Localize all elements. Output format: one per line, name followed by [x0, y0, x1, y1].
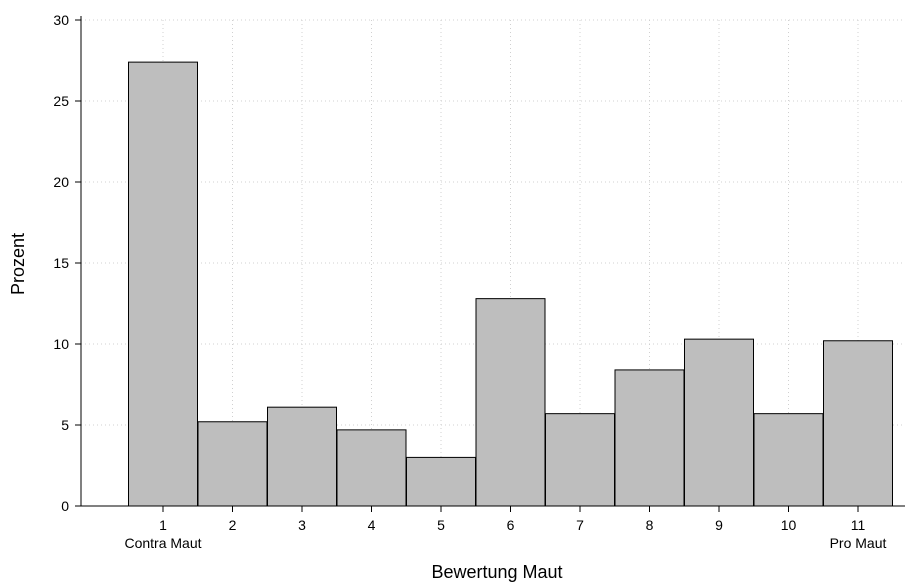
y-tick-label: 30 — [53, 12, 69, 28]
y-tick-label: 20 — [53, 174, 69, 190]
x-tick-label: 1 — [159, 517, 167, 533]
y-tick-label: 0 — [61, 498, 69, 514]
y-tick-label: 5 — [61, 417, 69, 433]
x-tick-sublabel: Contra Maut — [124, 535, 201, 551]
axes — [80, 16, 905, 507]
y-tick-label: 10 — [53, 336, 69, 352]
bar-5 — [406, 456, 476, 507]
x-tick-label: 5 — [437, 517, 445, 533]
bar-3 — [267, 406, 337, 507]
x-tick-label: 8 — [646, 517, 654, 533]
bar-4 — [336, 429, 407, 507]
x-tick-label: 6 — [507, 517, 515, 533]
x-axis-title: Bewertung Maut — [431, 562, 562, 582]
x-tick-label: 7 — [576, 517, 584, 533]
bar-9 — [684, 338, 754, 507]
bar-6 — [475, 298, 546, 507]
x-tick-label: 4 — [368, 517, 376, 533]
x-tick-label: 2 — [229, 517, 237, 533]
y-axis-title: Prozent — [8, 233, 28, 295]
x-tick-label: 9 — [715, 517, 723, 533]
bar-2 — [197, 421, 268, 507]
y-ticks: 0 5 10 15 20 25 30 — [53, 12, 81, 514]
bar-1 — [128, 61, 198, 507]
bars — [128, 61, 893, 507]
x-ticks: 1 Contra Maut 2 3 4 5 6 7 8 9 10 11 Pro Maut — [124, 506, 887, 551]
x-tick-label: 11 — [851, 517, 866, 533]
x-tick-label: 10 — [781, 517, 797, 533]
y-tick-label: 15 — [53, 255, 69, 271]
bar-7 — [545, 413, 615, 507]
bar-8 — [614, 369, 685, 507]
x-tick-label: 3 — [298, 517, 306, 533]
bar-10 — [753, 413, 824, 507]
y-tick-label: 25 — [53, 93, 69, 109]
x-tick-sublabel: Pro Maut — [830, 535, 887, 551]
bar-11 — [823, 340, 893, 507]
